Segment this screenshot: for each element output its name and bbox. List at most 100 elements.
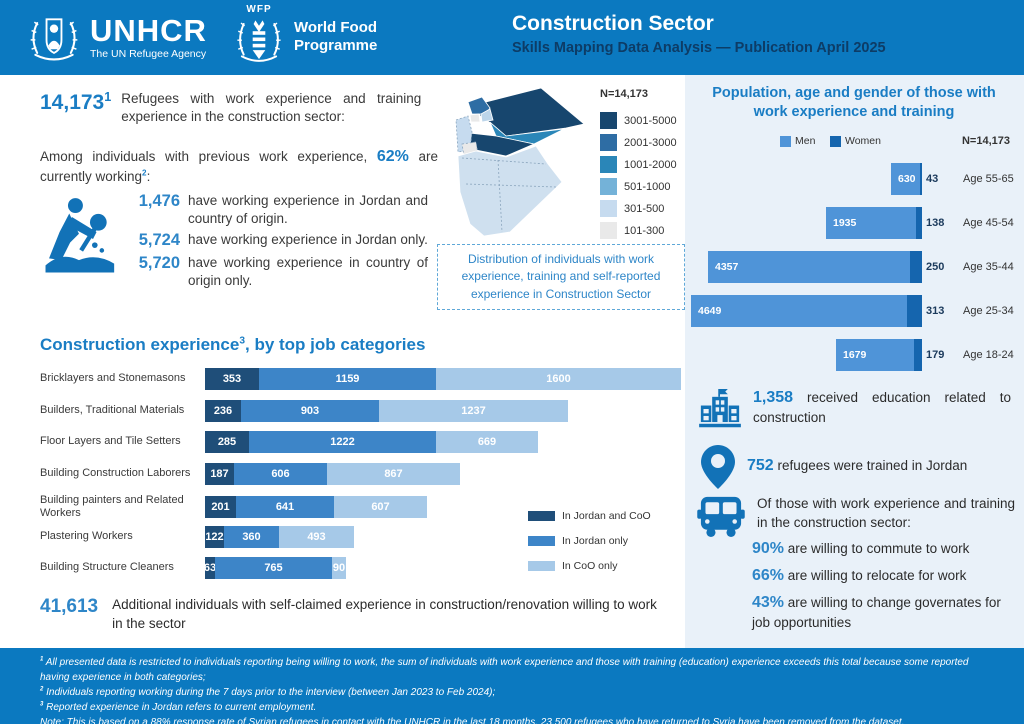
unhcr-logo: UNHCR The UN Refugee Agency <box>26 10 207 66</box>
stat-value: 5,720 <box>138 254 180 273</box>
legend-item-women: Women <box>830 135 881 147</box>
footnote-line: 1 All presented data is restricted to in… <box>40 655 984 685</box>
bar-segment: 1600 <box>436 368 681 390</box>
footnote-number: 1 <box>40 656 44 663</box>
bar-segment: 187 <box>205 462 234 485</box>
bar-segment: 607 <box>334 496 427 519</box>
bar-segment: 360 <box>224 525 279 548</box>
segment-value-label: 122 <box>205 530 224 543</box>
age-chart-title: Population, age and gender of those with… <box>712 85 996 120</box>
men-value-label: 4357 <box>715 261 739 273</box>
header: UNHCR The UN Refugee Agency WFP <box>0 0 1024 75</box>
segment-value-label: 187 <box>210 467 229 480</box>
legend-label: Women <box>845 135 881 147</box>
segment-value-label: 1222 <box>330 436 355 448</box>
job-stacked-bar: 201 641 607 <box>205 496 427 519</box>
age-group-label: Age 55-65 <box>963 173 1014 185</box>
footnote-text: Reported experience in Jordan refers to … <box>43 702 317 713</box>
segment-value-label: 493 <box>307 530 326 543</box>
mobility-intro-text: Of those with work experience and traini… <box>757 496 1015 530</box>
legend-swatch-icon <box>600 178 617 195</box>
segment-value-label: 607 <box>371 501 390 514</box>
mobility-text: are willing to commute to work <box>784 541 970 556</box>
headline-stat: 14,1731 Refugees with work experience an… <box>40 90 440 126</box>
job-stacked-bar: 236 903 1237 <box>205 399 568 422</box>
legend-item-men: Men <box>780 135 815 147</box>
men-bar: 1679 <box>836 339 914 371</box>
unhcr-emblem-icon <box>30 18 78 61</box>
age-group-label: Age 18-24 <box>963 349 1014 361</box>
job-chart-row: Building Construction Laborers 187 606 867 <box>40 462 690 485</box>
wfp-wordmark: World Food Programme <box>294 19 377 54</box>
men-value-label: 1935 <box>833 217 857 229</box>
segment-value-label: 669 <box>477 436 497 448</box>
trained-count: 752 <box>747 457 774 474</box>
bar-segment: 669 <box>436 431 538 453</box>
map-region-south <box>457 145 563 237</box>
job-stacked-bar: 353 1159 1600 <box>205 368 681 390</box>
page-subtitle: Skills Mapping Data Analysis — Publicati… <box>512 40 886 56</box>
job-chart-title: Construction experience3, by top job cat… <box>40 335 426 354</box>
bar-segment: 353 <box>205 368 259 390</box>
age-group-label: Age 25-34 <box>963 305 1014 317</box>
segment-value-label: 1159 <box>335 373 360 385</box>
women-value-label: 179 <box>926 349 945 361</box>
education-fact-text: 1,358 received education related to cons… <box>753 387 1011 429</box>
job-chart-row: Building Structure Cleaners 63 765 90 <box>40 557 690 579</box>
age-bar-zone: 1935 <box>685 207 922 239</box>
stat-value: 5,724 <box>138 231 180 250</box>
women-value-label: 313 <box>926 305 945 317</box>
legend-swatch-icon <box>528 536 555 546</box>
legend-label: Men <box>795 135 816 147</box>
working-statement: Among individuals with previous work exp… <box>40 146 438 186</box>
map-n-label: N=14,173 <box>600 88 649 100</box>
footnote-line: 2 Individuals reporting working during t… <box>40 685 984 700</box>
footnote-ref-2: 2 <box>142 168 147 178</box>
age-chart-legend: Men Women N=14,173 <box>685 135 1024 149</box>
footnote-line: Note: This is based on a 88% response ra… <box>40 715 984 724</box>
map-region-west-strip <box>455 115 473 153</box>
men-value-label: 1679 <box>843 349 867 361</box>
map-legend-entries: 3001-5000 2001-3000 1001-2000 501-1000 301-5… <box>600 112 690 239</box>
legend-swatch-icon <box>528 511 555 521</box>
wfp-name-line2: Programme <box>294 36 378 54</box>
map-legend-item: 101-300 <box>600 222 690 239</box>
footnote-ref-1: 1 <box>104 90 112 104</box>
women-bar <box>914 339 922 371</box>
men-bar: 4357 <box>708 251 910 283</box>
map-legend-item: 2001-3000 <box>600 134 690 151</box>
headline-text: Refugees with work experience and traini… <box>121 91 422 125</box>
men-bar: 630 <box>891 163 920 195</box>
headline-number: 14,1731 <box>40 90 112 114</box>
working-text-pre: Among individuals with previous work exp… <box>40 149 377 164</box>
wfp-logo: WFP <box>232 4 377 69</box>
men-value-label: 630 <box>898 173 916 185</box>
women-bar <box>916 207 922 239</box>
men-value-label: 4649 <box>698 305 722 317</box>
women-value-label: 138 <box>926 217 945 229</box>
right-panel: Population, age and gender of those with… <box>685 75 1024 648</box>
mobility-item: 43% are willing to change governates for… <box>752 592 1010 632</box>
segment-value-label: 606 <box>271 467 290 480</box>
footnote-line: 3 Reported experience in Jordan refers t… <box>40 700 984 715</box>
experience-stat-row: 5,724 have working experience in Jordan … <box>128 231 428 250</box>
men-swatch-icon <box>780 135 791 147</box>
school-icon <box>699 389 741 428</box>
jordan-choropleth-map <box>446 84 596 244</box>
age-bar-zone: 630 <box>685 163 922 195</box>
map-legend-item: 1001-2000 <box>600 156 690 173</box>
header-titles: Construction Sector Skills Mapping Data … <box>512 12 886 56</box>
job-category-label: Building Construction Laborers <box>40 466 191 479</box>
stat-text: have working experience in country of or… <box>188 255 428 288</box>
page-title: Construction Sector <box>512 12 714 35</box>
age-chart-n-label: N=14,173 <box>961 135 1010 147</box>
segment-value-label: 1237 <box>461 404 486 417</box>
age-chart-row: 4649 313 Age 25-34 <box>685 295 1024 327</box>
age-chart-row: 630 43 Age 55-65 <box>685 163 1024 195</box>
segment-value-label: 903 <box>300 404 320 417</box>
segment-value-label: 353 <box>222 373 242 385</box>
footnote-text: Note: This is based on a 88% response ra… <box>40 717 905 724</box>
wfp-emblem: WFP <box>232 4 286 69</box>
wfp-emblem-icon <box>237 20 281 62</box>
